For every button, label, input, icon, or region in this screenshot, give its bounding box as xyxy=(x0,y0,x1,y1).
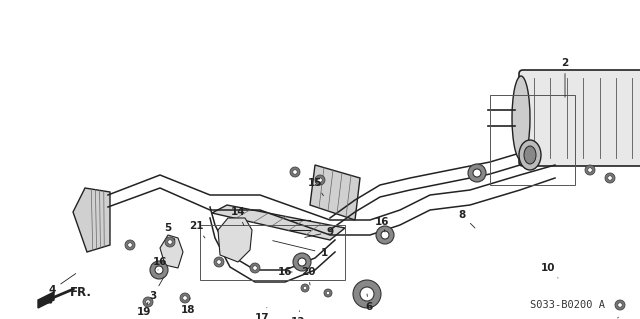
Polygon shape xyxy=(218,218,252,262)
Text: FR.: FR. xyxy=(70,286,92,299)
Text: S033-B0200 A: S033-B0200 A xyxy=(531,300,605,310)
Text: 16: 16 xyxy=(153,257,167,270)
Circle shape xyxy=(303,286,307,290)
Circle shape xyxy=(615,300,625,310)
Circle shape xyxy=(585,165,595,175)
Text: 2: 2 xyxy=(561,58,568,97)
Polygon shape xyxy=(310,165,360,220)
Circle shape xyxy=(180,293,190,303)
Circle shape xyxy=(290,167,300,177)
Text: 12: 12 xyxy=(0,318,1,319)
Circle shape xyxy=(381,231,389,239)
Text: 16: 16 xyxy=(375,217,389,232)
Text: 18: 18 xyxy=(180,298,195,315)
Circle shape xyxy=(298,258,306,266)
Circle shape xyxy=(317,178,323,182)
Polygon shape xyxy=(38,292,54,308)
Circle shape xyxy=(353,280,381,308)
Circle shape xyxy=(146,300,150,304)
Polygon shape xyxy=(73,188,110,252)
Circle shape xyxy=(150,261,168,279)
Circle shape xyxy=(618,303,622,307)
Circle shape xyxy=(253,266,257,270)
Circle shape xyxy=(292,170,297,174)
Text: 17: 17 xyxy=(255,308,269,319)
Text: 11: 11 xyxy=(603,317,618,319)
Text: 13: 13 xyxy=(291,311,305,319)
Circle shape xyxy=(217,260,221,264)
Text: 21: 21 xyxy=(189,221,205,238)
Circle shape xyxy=(293,253,311,271)
Polygon shape xyxy=(160,235,183,268)
Text: 19: 19 xyxy=(137,302,151,317)
Text: 4: 4 xyxy=(48,274,76,295)
Polygon shape xyxy=(212,205,345,240)
Text: 1: 1 xyxy=(273,241,328,258)
Text: 20: 20 xyxy=(0,318,1,319)
Text: 14: 14 xyxy=(230,207,245,226)
Circle shape xyxy=(301,284,309,292)
Circle shape xyxy=(605,173,615,183)
Text: 8: 8 xyxy=(458,210,475,228)
Text: 15: 15 xyxy=(308,178,323,196)
Circle shape xyxy=(155,266,163,274)
Circle shape xyxy=(143,297,153,307)
Text: 16: 16 xyxy=(278,267,292,277)
Text: 7: 7 xyxy=(0,318,1,319)
FancyBboxPatch shape xyxy=(519,70,640,166)
Ellipse shape xyxy=(519,140,541,170)
Circle shape xyxy=(165,237,175,247)
Circle shape xyxy=(376,226,394,244)
Text: 5: 5 xyxy=(164,223,175,240)
Text: 20: 20 xyxy=(301,267,316,285)
Ellipse shape xyxy=(524,146,536,164)
Ellipse shape xyxy=(512,76,530,160)
Circle shape xyxy=(183,296,188,300)
Text: 3: 3 xyxy=(149,278,164,301)
Circle shape xyxy=(326,291,330,295)
Circle shape xyxy=(608,176,612,180)
Circle shape xyxy=(128,243,132,247)
Circle shape xyxy=(468,164,486,182)
Circle shape xyxy=(250,263,260,273)
Circle shape xyxy=(214,257,224,267)
Text: 6: 6 xyxy=(365,294,372,312)
Circle shape xyxy=(125,240,135,250)
Circle shape xyxy=(360,287,374,301)
Circle shape xyxy=(324,289,332,297)
Text: 10: 10 xyxy=(541,263,558,278)
Text: 9: 9 xyxy=(305,227,333,237)
Circle shape xyxy=(168,240,172,244)
Circle shape xyxy=(315,175,325,185)
Circle shape xyxy=(473,169,481,177)
Circle shape xyxy=(588,168,592,172)
